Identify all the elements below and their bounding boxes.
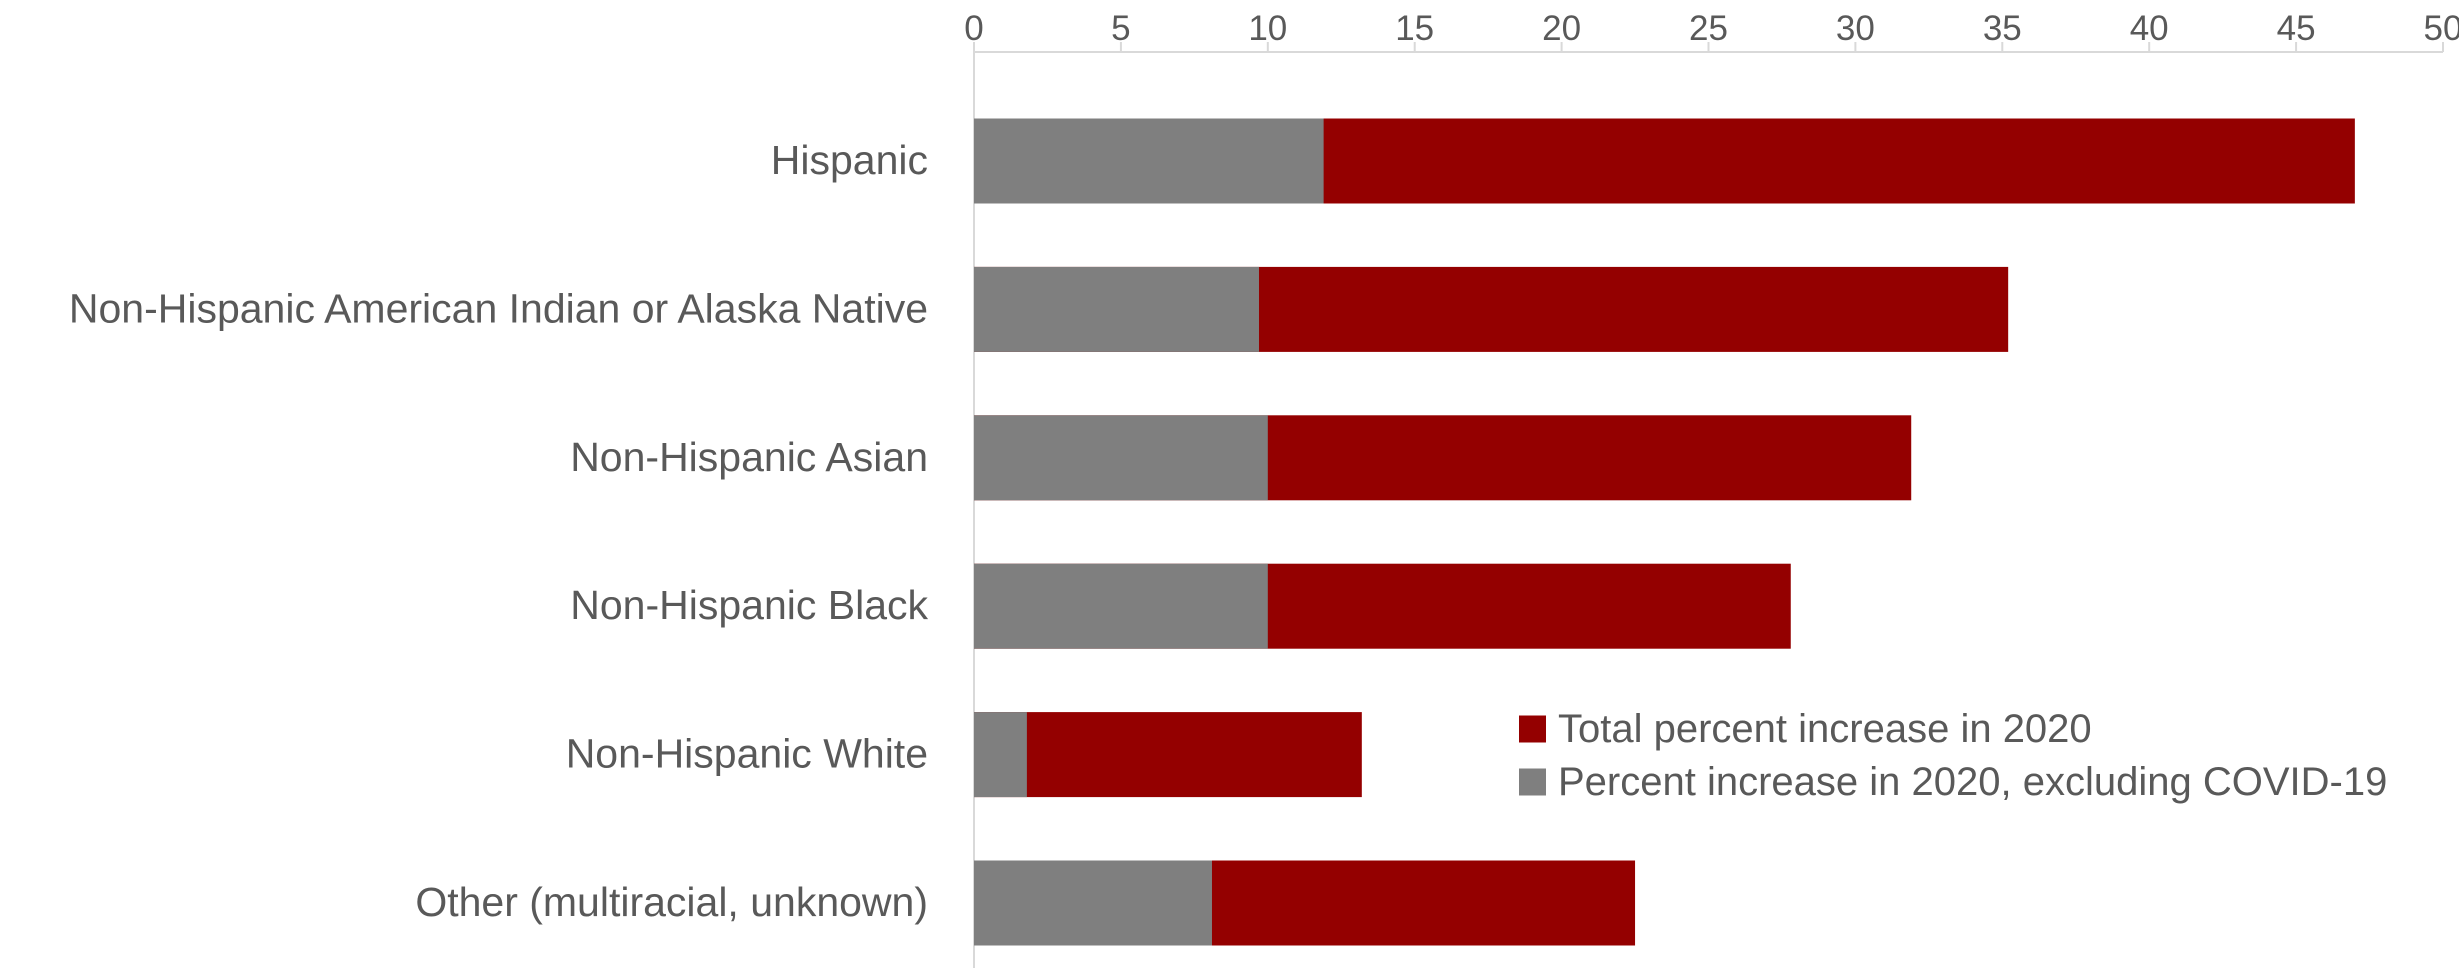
bar-total-percent-increase-in-2020-non-hispanic-white [974, 712, 1362, 798]
legend-swatch-percent-increase-in-2020-excluding-covid-19 [1519, 768, 1546, 796]
bar-percent-increase-in-2020-excluding-covid-19-non-hispanic-black [974, 563, 1268, 649]
legend-label-total-percent-increase-in-2020: Total percent increase in 2020 [1558, 707, 2092, 751]
bar-percent-increase-in-2020-excluding-covid-19-non-hispanic-white [974, 712, 1027, 798]
x-tick-label-45: 45 [2277, 9, 2316, 48]
category-label-hispanic: Hispanic [771, 137, 928, 183]
category-label-non-hispanic-white: Non-Hispanic White [566, 731, 928, 777]
x-tick-label-5: 5 [1111, 9, 1130, 48]
legend-label-percent-increase-in-2020-excluding-covid-19: Percent increase in 2020, excluding COVI… [1558, 760, 2387, 804]
category-label-non-hispanic-black: Non-Hispanic Black [570, 582, 928, 628]
category-label-other-multiracial-unknown: Other (multiracial, unknown) [415, 879, 928, 925]
x-tick-label-40: 40 [2130, 9, 2169, 48]
bar-percent-increase-in-2020-excluding-covid-19-hispanic [974, 118, 1324, 204]
x-tick-label-10: 10 [1248, 9, 1287, 48]
x-tick-label-15: 15 [1395, 9, 1434, 48]
x-tick-label-0: 0 [964, 9, 983, 48]
legend-swatch-total-percent-increase-in-2020 [1519, 715, 1546, 743]
x-tick-label-30: 30 [1836, 9, 1875, 48]
x-tick-label-50: 50 [2424, 9, 2459, 48]
x-tick-label-20: 20 [1542, 9, 1581, 48]
x-tick-label-35: 35 [1983, 9, 2022, 48]
bar-percent-increase-in-2020-excluding-covid-19-other-multiracial-unknown [974, 860, 1212, 946]
bar-percent-increase-in-2020-excluding-covid-19-non-hispanic-asian [974, 415, 1268, 501]
category-label-non-hispanic-asian: Non-Hispanic Asian [570, 434, 928, 480]
x-tick-label-25: 25 [1689, 9, 1728, 48]
bar-percent-increase-in-2020-excluding-covid-19-non-hispanic-american-indian-or-alaska-native [974, 266, 1259, 352]
category-label-non-hispanic-american-indian-or-alaska-native: Non-Hispanic American Indian or Alaska N… [69, 285, 928, 331]
